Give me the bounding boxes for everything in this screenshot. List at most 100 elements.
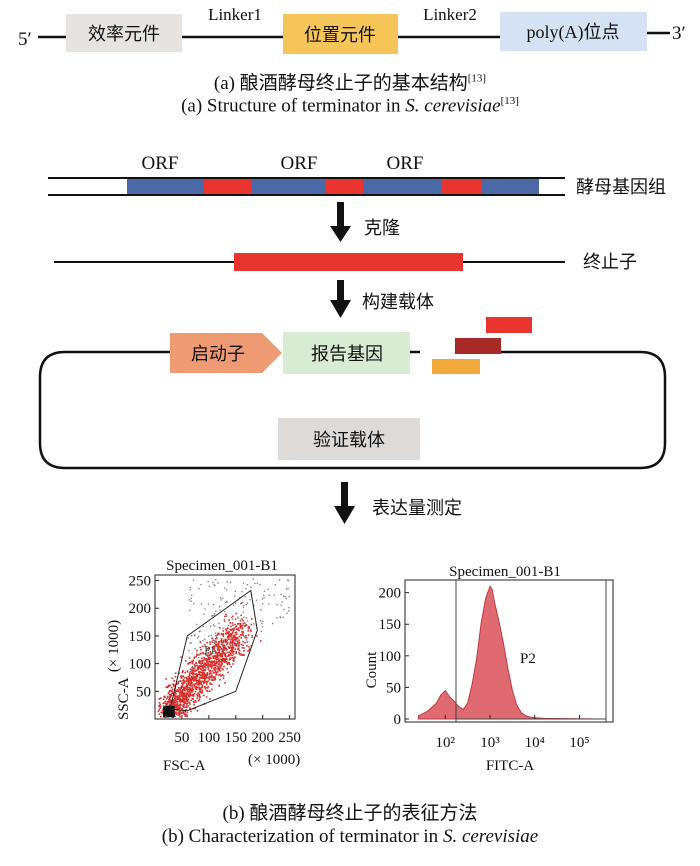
event-point [168, 691, 171, 693]
event-point [180, 699, 183, 701]
event-point [192, 673, 194, 676]
event-point [242, 640, 244, 643]
event-point [220, 639, 222, 642]
event-point [221, 650, 223, 653]
event-point [192, 689, 194, 691]
caption-a-cn: (a) 酿酒酵母终止子的基本结构[13] [213, 72, 487, 94]
event-point [238, 642, 241, 644]
event-point [206, 641, 208, 644]
event-point [235, 638, 238, 640]
event-point [241, 632, 244, 634]
event-point [215, 634, 217, 637]
event-point [226, 601, 228, 603]
event-point [208, 679, 211, 681]
event-point [274, 584, 276, 586]
event-point [221, 674, 224, 676]
event-point [198, 698, 201, 700]
event-point [203, 674, 205, 676]
event-point [231, 622, 234, 624]
event-point [245, 588, 247, 590]
event-point [214, 667, 217, 669]
event-point [241, 624, 244, 627]
event-point [232, 636, 234, 639]
scatter-points [157, 578, 290, 719]
event-point [173, 685, 175, 687]
event-point [236, 640, 238, 642]
event-point [231, 638, 233, 641]
event-point [164, 702, 166, 704]
orf-segment [363, 179, 441, 194]
event-point [193, 667, 196, 669]
event-point [224, 615, 226, 618]
event-point [207, 666, 209, 669]
event-point [196, 649, 198, 652]
event-point [242, 611, 244, 613]
event-point [190, 660, 193, 663]
event-point [199, 640, 201, 643]
event-point [261, 626, 264, 628]
event-point [193, 602, 195, 605]
event-point [193, 680, 195, 682]
event-point [207, 603, 210, 605]
event-point [184, 702, 187, 704]
event-point [241, 602, 243, 604]
event-point [200, 652, 202, 655]
event-point [235, 612, 237, 615]
event-point [192, 672, 195, 674]
event-point [238, 651, 240, 654]
promoter-label: 启动子 [191, 344, 245, 365]
event-point [179, 698, 181, 700]
event-point [184, 660, 187, 662]
event-point [234, 636, 237, 639]
event-point [228, 634, 230, 637]
event-point [169, 704, 171, 707]
event-point [183, 693, 185, 696]
event-point [228, 654, 231, 657]
event-point [230, 650, 232, 652]
event-point [204, 608, 206, 610]
event-point [212, 660, 215, 663]
event-point [204, 686, 206, 688]
event-point [180, 694, 183, 696]
event-point [214, 638, 217, 640]
event-point [182, 692, 185, 695]
event-point [171, 704, 174, 706]
event-point [198, 688, 200, 690]
five-prime-label: 5′ [18, 29, 32, 50]
event-point [174, 713, 177, 715]
event-point [185, 680, 187, 682]
event-point [200, 584, 202, 586]
event-point [172, 699, 174, 701]
event-point [241, 634, 243, 636]
event-point [169, 699, 171, 701]
event-point [164, 714, 166, 717]
event-point [242, 634, 244, 636]
event-point [218, 652, 221, 654]
event-point [187, 693, 190, 696]
event-point [241, 646, 244, 649]
event-point [242, 622, 245, 625]
event-point [248, 625, 250, 628]
event-point [208, 585, 210, 588]
event-point [170, 693, 172, 696]
event-point [185, 698, 188, 701]
event-point [218, 659, 220, 662]
event-point [195, 677, 198, 680]
event-point [181, 691, 184, 693]
event-point [240, 643, 243, 646]
event-point [224, 587, 226, 589]
event-point [242, 601, 244, 603]
event-point [196, 695, 199, 697]
event-point [170, 714, 173, 716]
scatter-y-tick-label: 200 [129, 601, 152, 617]
event-point [253, 604, 255, 606]
event-point [209, 671, 211, 673]
event-point [192, 579, 195, 581]
event-point [165, 713, 168, 716]
event-point [183, 692, 186, 695]
event-point [192, 677, 195, 680]
event-point [176, 712, 178, 714]
event-point [208, 654, 211, 656]
event-point [172, 704, 174, 707]
event-point [176, 702, 179, 705]
